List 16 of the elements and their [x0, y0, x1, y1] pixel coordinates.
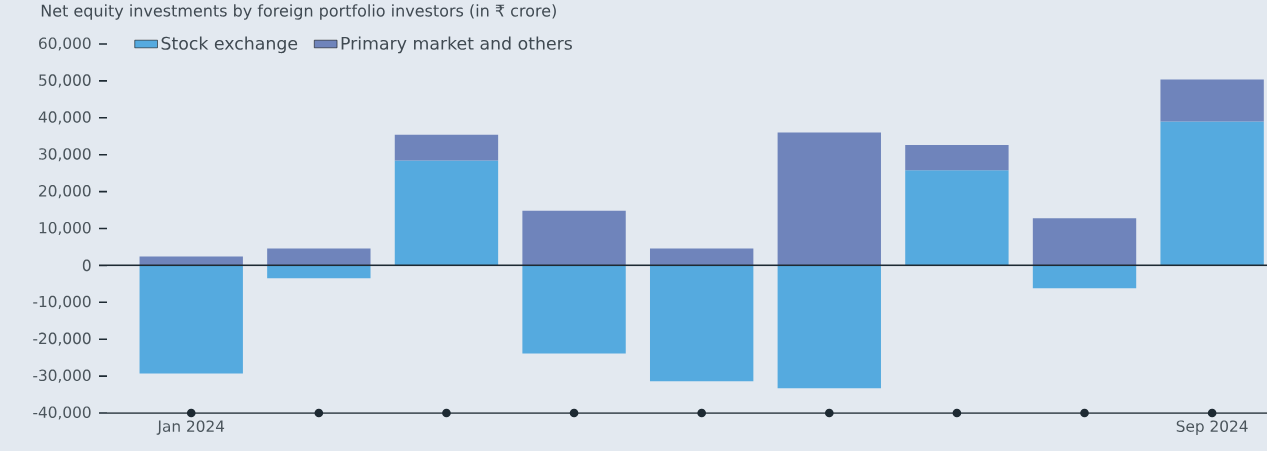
y-tick-label: 10,000 — [39, 221, 91, 236]
legend-label: Stock exchange — [161, 36, 298, 54]
y-tick-label: 0 — [82, 259, 91, 272]
chart-title: Net equity investments by foreign portfolio investors (in ₹ crore) — [41, 4, 556, 20]
y-tick-label: 50,000 — [39, 74, 91, 88]
y-tick-label: -20,000 — [33, 332, 91, 346]
legend-label: Primary market and others — [341, 36, 572, 54]
y-tick-label: -40,000 — [33, 406, 91, 420]
y-tick-label: 40,000 — [38, 111, 91, 125]
y-tick-label: -30,000 — [33, 369, 91, 383]
y-tick-label: 30,000 — [39, 148, 91, 162]
x-tick-label: Jan 2024 — [156, 420, 225, 435]
x-tick-label: Sep 2024 — [1176, 420, 1248, 435]
y-tick-label: -10,000 — [33, 295, 91, 309]
y-tick-label: 60,000 — [39, 37, 91, 51]
y-tick-label: 20,000 — [39, 185, 91, 199]
